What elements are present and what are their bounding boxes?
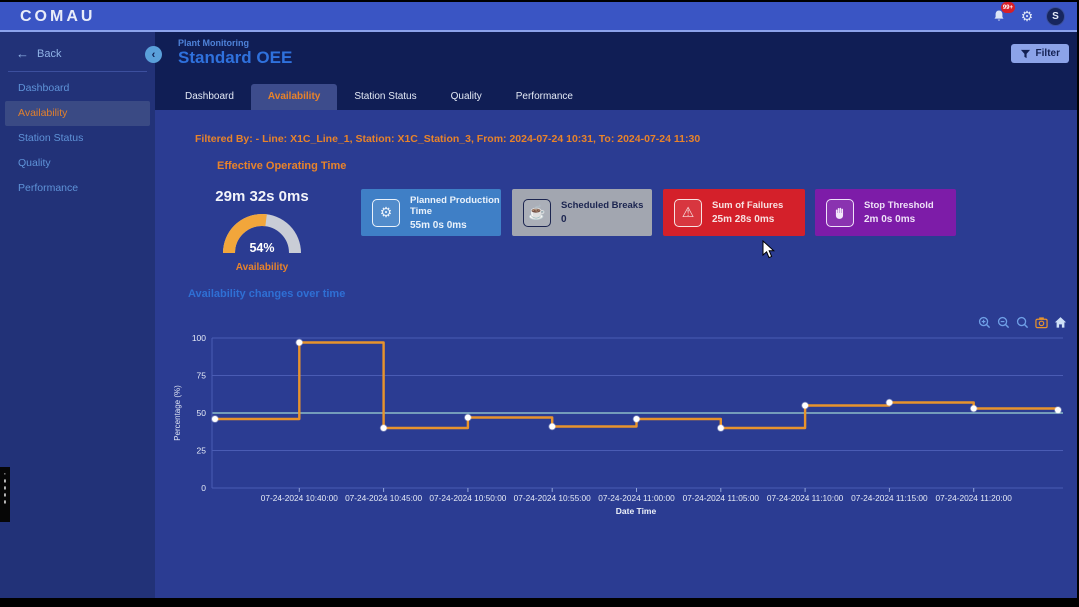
box-zoom-icon[interactable] xyxy=(1016,316,1029,329)
operating-time-duration: 29m 32s 0ms xyxy=(215,188,309,205)
svg-text:07-24-2024 11:20:00: 07-24-2024 11:20:00 xyxy=(935,493,1012,503)
home-reset-icon[interactable] xyxy=(1054,316,1067,329)
kpi-card-0: ⚙ Planned Production Time 55m 0s 0ms xyxy=(361,189,501,236)
svg-text:25: 25 xyxy=(197,446,207,456)
camera-download-icon[interactable] xyxy=(1035,316,1048,329)
tab-quality[interactable]: Quality xyxy=(450,91,482,102)
sidebar-item-quality[interactable]: Quality xyxy=(18,157,51,169)
svg-text:07-24-2024 10:40:00: 07-24-2024 10:40:00 xyxy=(261,493,338,503)
zoom-in-icon[interactable] xyxy=(978,316,991,329)
settings-gear-icon[interactable]: ⚙ xyxy=(1020,8,1034,24)
left-edge-widget[interactable]: ▪ ▮ ▮ ▮ ▮ xyxy=(0,467,10,522)
svg-text:07-24-2024 10:55:00: 07-24-2024 10:55:00 xyxy=(514,493,591,503)
svg-text:50: 50 xyxy=(197,408,207,418)
kpi-value: 25m 28s 0ms xyxy=(712,214,775,225)
svg-text:07-24-2024 10:45:00: 07-24-2024 10:45:00 xyxy=(345,493,422,503)
funnel-icon xyxy=(1020,49,1030,58)
kpi-value: 0 xyxy=(561,214,567,225)
user-avatar[interactable]: S xyxy=(1046,6,1065,26)
availability-panel: Filtered By: - Line: X1C_Line_1, Station… xyxy=(155,110,1077,598)
availability-percent: 54% xyxy=(249,241,275,255)
tab-dashboard[interactable]: Dashboard xyxy=(185,91,234,102)
hand-icon xyxy=(826,198,854,227)
tab-bar: Dashboard Availability Station Status Qu… xyxy=(168,84,590,110)
back-button[interactable]: ← Back xyxy=(16,46,61,61)
filter-summary-text: Filtered By: - Line: X1C_Line_1, Station… xyxy=(195,133,701,145)
gauge-caption: Availability xyxy=(235,262,289,273)
gear-icon: ⚙ xyxy=(372,198,400,227)
sidebar-nav: Dashboard Availability Station Status Qu… xyxy=(5,76,150,201)
sidebar: ← Back Dashboard Availability Station St… xyxy=(0,32,155,598)
kpi-card-1: ☕ Scheduled Breaks 0 xyxy=(512,189,652,236)
kpi-value: 2m 0s 0ms xyxy=(864,214,916,225)
warning-triangle-icon: ⚠ xyxy=(674,198,702,227)
kpi-title: Stop Threshold xyxy=(864,200,934,211)
svg-text:07-24-2024 11:10:00: 07-24-2024 11:10:00 xyxy=(767,493,844,503)
kpi-card-3: Stop Threshold 2m 0s 0ms xyxy=(815,189,956,236)
kpi-value: 55m 0s 0ms xyxy=(410,219,467,231)
chevron-left-icon: ‹ xyxy=(151,48,156,61)
svg-text:07-24-2024 11:05:00: 07-24-2024 11:05:00 xyxy=(683,493,760,503)
sidebar-item-dashboard[interactable]: Dashboard xyxy=(18,82,70,94)
filter-button-label: Filter xyxy=(1035,48,1060,59)
back-label: Back xyxy=(37,47,62,60)
availability-gauge xyxy=(219,205,305,259)
effective-operating-time-title: Effective Operating Time xyxy=(217,160,347,172)
sidebar-collapse-button[interactable]: ‹ xyxy=(145,46,162,63)
chart-toolbar xyxy=(978,316,1067,329)
back-arrow-icon: ← xyxy=(16,46,29,61)
svg-text:0: 0 xyxy=(201,483,206,493)
kpi-title: Planned Production Time xyxy=(410,194,500,217)
notification-badge: 99+ xyxy=(1000,2,1015,13)
sidebar-item-availability[interactable]: Availability xyxy=(5,101,150,126)
tab-availability[interactable]: Availability xyxy=(250,84,338,110)
svg-text:Percentage (%): Percentage (%) xyxy=(173,385,182,441)
bottom-black-strip xyxy=(0,598,1079,607)
svg-text:75: 75 xyxy=(197,371,207,381)
notifications-bell-icon[interactable]: 99+ xyxy=(990,2,1015,25)
filter-button[interactable]: Filter xyxy=(1010,44,1069,63)
svg-text:Date Time: Date Time xyxy=(616,506,657,516)
bell-icon xyxy=(994,10,1004,21)
svg-text:07-24-2024 11:00:00: 07-24-2024 11:00:00 xyxy=(598,493,675,503)
sidebar-item-performance[interactable]: Performance xyxy=(18,182,79,194)
zoom-out-icon[interactable] xyxy=(997,316,1010,329)
kpi-title: Scheduled Breaks xyxy=(561,200,644,211)
page-title: Standard OEE xyxy=(178,48,293,67)
availability-step-chart[interactable]: 0 25 50 75 100 07-24-2024 10:40:00 07-24-2024 … xyxy=(170,330,1070,525)
tab-performance[interactable]: Performance xyxy=(515,91,573,102)
content-header: Plant Monitoring Standard OEE Filter Das… xyxy=(155,32,1077,110)
chart-title: Availability changes over time xyxy=(188,288,346,300)
sidebar-divider xyxy=(8,71,147,72)
kpi-card-2: ⚠ Sum of Failures 25m 28s 0ms xyxy=(663,189,805,236)
comau-logo: COMAU xyxy=(20,8,96,25)
svg-text:07-24-2024 11:15:00: 07-24-2024 11:15:00 xyxy=(851,493,928,503)
svg-text:07-24-2024 10:50:00: 07-24-2024 10:50:00 xyxy=(429,493,506,503)
tab-station-status[interactable]: Station Status xyxy=(354,91,417,102)
sidebar-item-station-status[interactable]: Station Status xyxy=(18,132,84,144)
coffee-cup-icon: ☕ xyxy=(523,198,551,227)
topbar-actions: 99+ ⚙ S xyxy=(990,2,1065,30)
top-app-bar: COMAU 99+ ⚙ S xyxy=(0,2,1077,32)
kpi-title: Sum of Failures xyxy=(712,200,784,211)
svg-text:100: 100 xyxy=(192,333,206,343)
breadcrumb: Plant Monitoring xyxy=(178,38,249,48)
